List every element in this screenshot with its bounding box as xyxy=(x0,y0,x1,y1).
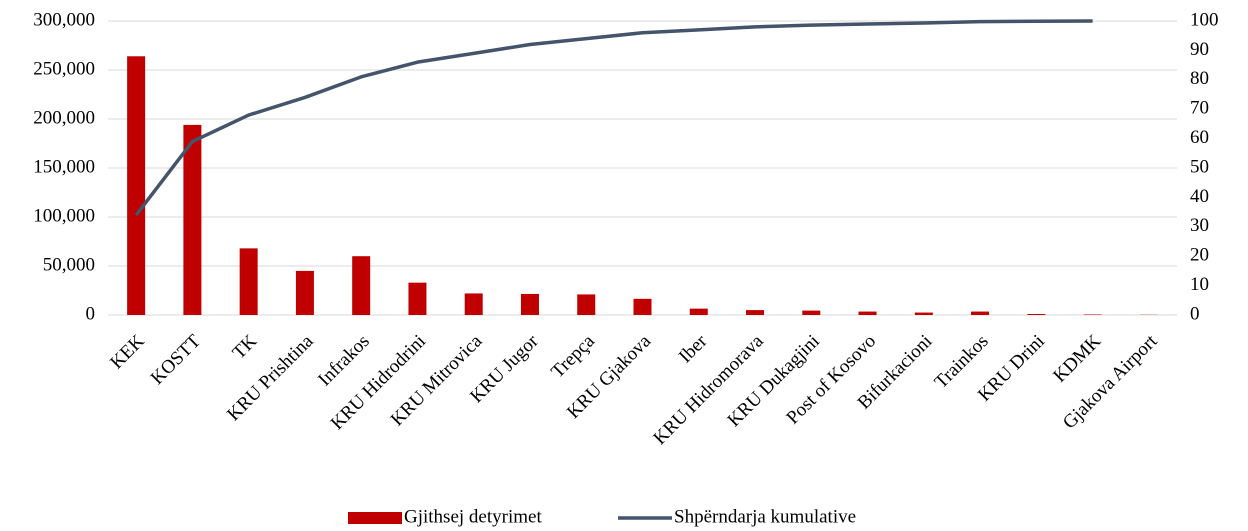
bar xyxy=(1027,314,1046,315)
bar xyxy=(352,256,371,315)
x-tick-label: KOSTT xyxy=(147,330,205,388)
y2-tick-label: 40 xyxy=(1190,186,1209,207)
legend-swatch xyxy=(348,512,402,524)
bar xyxy=(577,294,596,315)
y2-tick-label: 10 xyxy=(1190,274,1209,295)
y-tick-label: 300,000 xyxy=(33,9,95,30)
x-tick-label: KEK xyxy=(106,331,149,374)
cumulative-line xyxy=(134,19,1093,217)
x-tick-label: KDMK xyxy=(1049,331,1105,387)
y2-tick-label: 70 xyxy=(1190,98,1209,119)
x-tick-label: Trepça xyxy=(547,330,599,382)
y2-tick-label: 0 xyxy=(1190,303,1200,324)
y-tick-label: 200,000 xyxy=(33,107,95,128)
y2-tick-label: 50 xyxy=(1190,156,1209,177)
y-tick-label: 250,000 xyxy=(33,58,95,79)
bar xyxy=(239,248,258,315)
bar xyxy=(408,282,427,315)
legend-label: Gjithsej detyrimet xyxy=(404,506,542,527)
y2-tick-label: 20 xyxy=(1190,245,1209,266)
bar xyxy=(295,270,314,315)
y2-tick-label: 60 xyxy=(1190,127,1209,148)
bar xyxy=(914,312,933,315)
x-tick-label: Iber xyxy=(675,330,712,367)
x-tick-label: TK xyxy=(229,331,262,364)
bar xyxy=(183,124,202,315)
bar xyxy=(802,310,821,315)
y2-tick-label: 80 xyxy=(1190,68,1209,89)
y2-tick-label: 90 xyxy=(1190,39,1209,60)
bar xyxy=(858,311,877,315)
y-tick-label: 50,000 xyxy=(43,254,95,275)
bar xyxy=(464,293,483,315)
bar xyxy=(127,56,146,315)
bar xyxy=(520,293,539,315)
bar xyxy=(689,308,708,315)
bar xyxy=(971,311,990,315)
bar xyxy=(746,310,765,315)
y2-tick-label: 30 xyxy=(1190,215,1209,236)
legend-label: Shpërndarja kumulative xyxy=(674,506,856,527)
y2-tick-label: 100 xyxy=(1190,9,1219,30)
y-tick-label: 100,000 xyxy=(33,205,95,226)
y-tick-label: 150,000 xyxy=(33,156,95,177)
bar xyxy=(633,298,652,315)
y-tick-label: 0 xyxy=(86,303,96,324)
